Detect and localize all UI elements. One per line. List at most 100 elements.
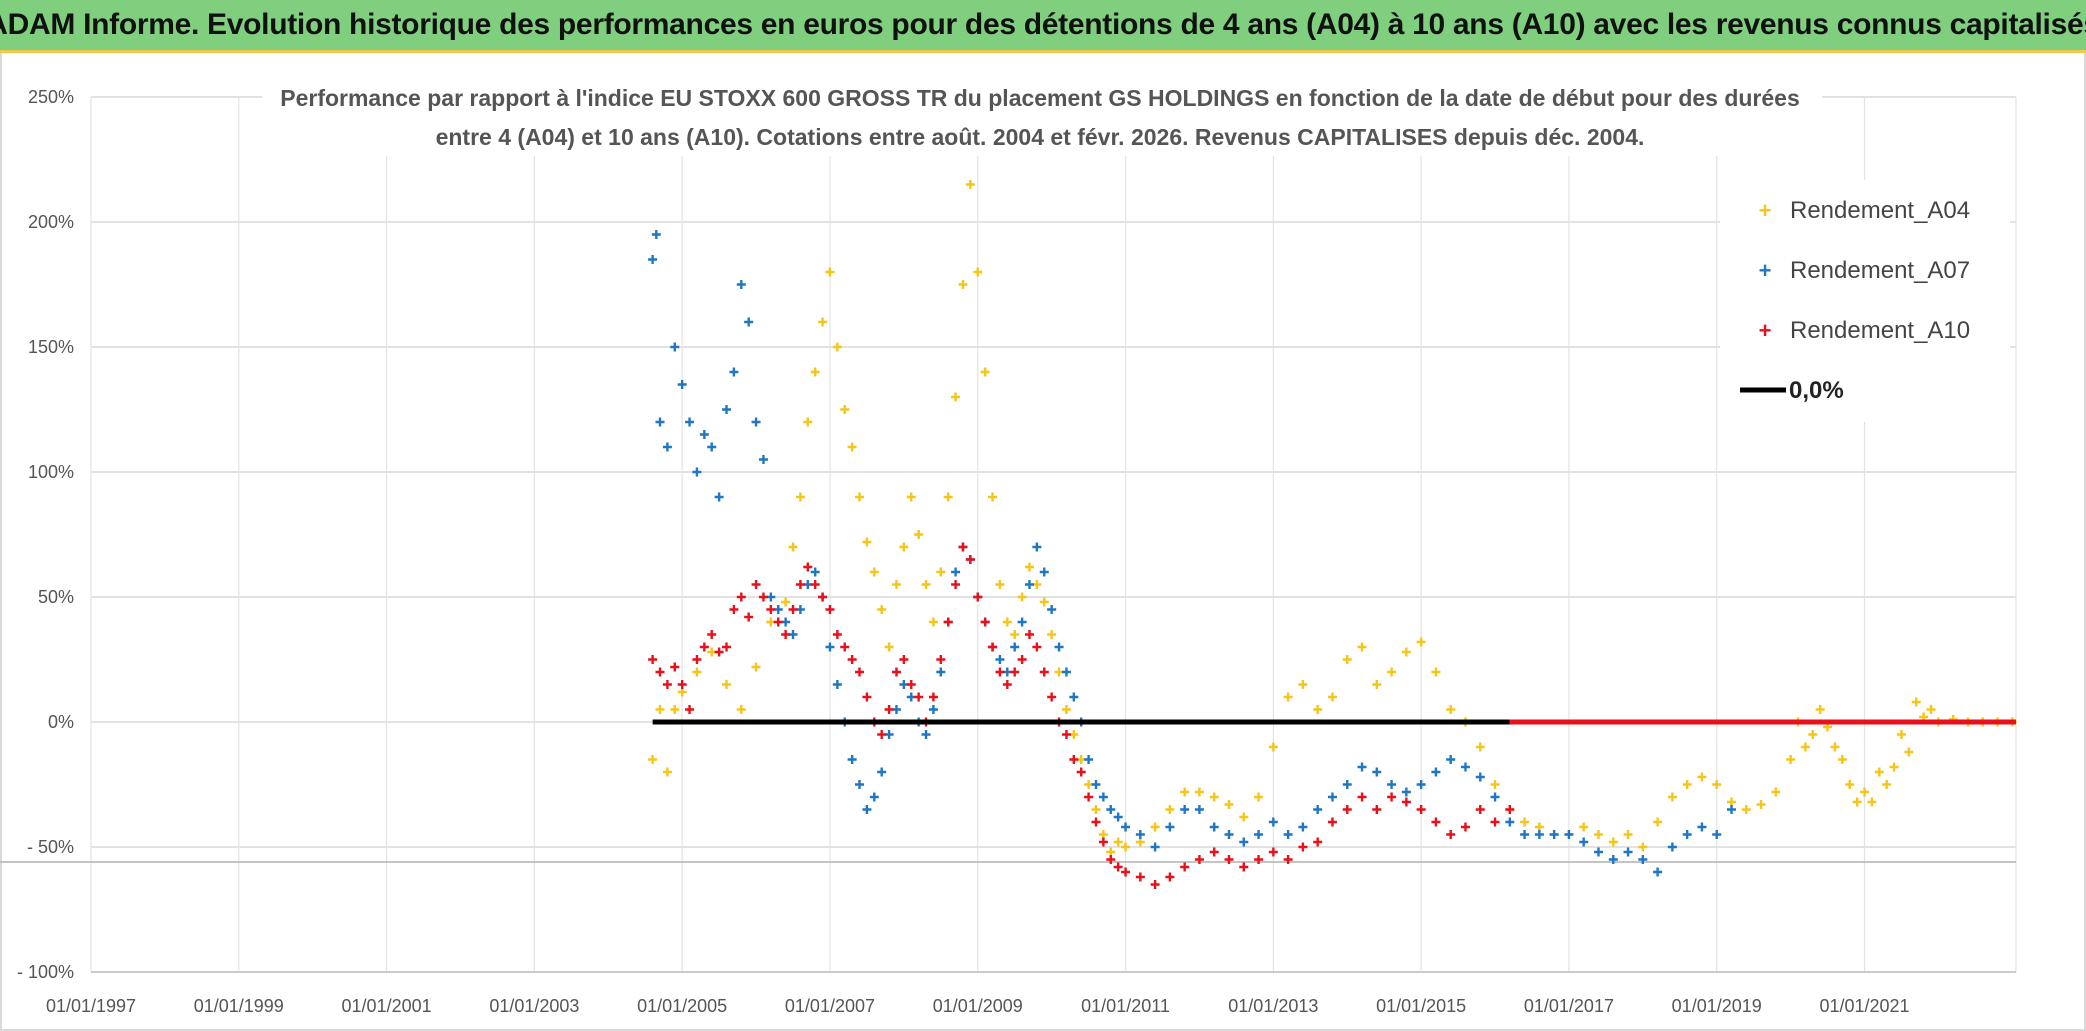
data-point bbox=[847, 755, 857, 764]
data-point bbox=[1874, 767, 1884, 777]
x-tick-label: 01/01/1997 bbox=[46, 996, 136, 1016]
data-point bbox=[958, 280, 968, 289]
data-point bbox=[995, 655, 1005, 664]
data-point bbox=[1416, 637, 1426, 647]
data-point bbox=[1475, 805, 1485, 814]
data-point bbox=[810, 567, 820, 577]
data-point bbox=[1076, 767, 1086, 777]
series-rendement_a10 bbox=[648, 542, 1515, 889]
axes: 250% 200% 150% 100% 50% 0% - 50% - 100% 01/01/19… bbox=[17, 87, 2016, 1016]
data-point bbox=[1061, 705, 1071, 714]
data-point bbox=[1372, 680, 1382, 689]
data-point bbox=[1342, 805, 1352, 814]
legend-item-a10: + Rendement_A10 bbox=[1759, 317, 1971, 344]
data-point bbox=[1135, 830, 1145, 839]
data-point bbox=[988, 492, 998, 502]
data-point bbox=[1283, 692, 1293, 702]
data-point bbox=[670, 705, 680, 714]
data-point bbox=[1475, 742, 1485, 752]
data-point bbox=[670, 662, 680, 672]
data-point bbox=[1342, 780, 1352, 789]
data-point bbox=[1002, 680, 1012, 689]
data-point bbox=[1446, 705, 1456, 714]
data-point bbox=[825, 267, 835, 277]
data-point bbox=[1741, 805, 1751, 814]
y-tick-label: 200% bbox=[28, 212, 74, 232]
data-point bbox=[1313, 805, 1323, 814]
data-point bbox=[840, 405, 850, 414]
data-point bbox=[1608, 837, 1618, 847]
data-point bbox=[1106, 855, 1116, 864]
data-point bbox=[847, 655, 857, 664]
data-point bbox=[965, 180, 975, 189]
data-point bbox=[1815, 705, 1825, 714]
data-point bbox=[803, 562, 813, 572]
data-point bbox=[988, 642, 998, 652]
data-point bbox=[1165, 822, 1175, 832]
data-point bbox=[1017, 655, 1027, 664]
data-point bbox=[1054, 642, 1064, 652]
data-point bbox=[1113, 862, 1123, 872]
data-point bbox=[1121, 822, 1131, 832]
data-point bbox=[1283, 830, 1293, 839]
data-point bbox=[1298, 680, 1308, 689]
data-point bbox=[1401, 647, 1411, 657]
data-point bbox=[1852, 797, 1862, 807]
y-tick-label: 150% bbox=[28, 337, 74, 357]
data-point bbox=[1283, 855, 1293, 864]
data-point bbox=[1180, 862, 1190, 872]
data-point bbox=[810, 580, 820, 589]
series-rendement_a04 bbox=[648, 180, 2017, 857]
data-point bbox=[1431, 817, 1441, 827]
y-tick-label: 100% bbox=[28, 462, 74, 482]
data-point bbox=[1357, 642, 1367, 652]
data-point bbox=[699, 642, 709, 652]
data-point bbox=[1298, 822, 1308, 832]
data-point bbox=[795, 580, 805, 589]
data-point bbox=[1889, 762, 1899, 772]
data-point bbox=[1150, 842, 1160, 852]
data-point bbox=[1860, 787, 1870, 797]
x-tick-label: 01/01/2019 bbox=[1672, 996, 1762, 1016]
data-point bbox=[928, 705, 938, 714]
data-point bbox=[1845, 780, 1855, 789]
y-tick-label: 0% bbox=[48, 712, 74, 732]
data-point bbox=[877, 730, 887, 739]
data-point bbox=[1069, 755, 1079, 764]
data-point bbox=[736, 280, 746, 289]
x-tick-label: 01/01/2011 bbox=[1081, 996, 1170, 1016]
data-point bbox=[1209, 847, 1219, 857]
data-point bbox=[1431, 767, 1441, 777]
y-tick-label: 50% bbox=[38, 587, 74, 607]
data-point bbox=[1697, 772, 1707, 782]
data-point bbox=[943, 492, 953, 502]
data-point bbox=[980, 367, 990, 377]
data-point bbox=[781, 597, 791, 607]
data-point bbox=[1387, 667, 1397, 677]
data-point bbox=[714, 647, 724, 657]
data-point bbox=[1387, 780, 1397, 789]
data-point bbox=[825, 605, 835, 614]
data-point bbox=[1017, 592, 1027, 602]
x-tick-label: 01/01/2007 bbox=[785, 996, 875, 1016]
data-point bbox=[788, 605, 798, 614]
data-point bbox=[1150, 822, 1160, 832]
data-point bbox=[722, 680, 732, 689]
data-point bbox=[1180, 805, 1190, 814]
data-point bbox=[1121, 867, 1131, 877]
data-point bbox=[655, 705, 665, 714]
chart-title-line2: entre 4 (A04) et 10 ans (A10). Cotations… bbox=[436, 124, 1645, 150]
data-point bbox=[1039, 667, 1049, 677]
data-point bbox=[758, 455, 768, 464]
data-point bbox=[928, 617, 938, 627]
data-point bbox=[1653, 867, 1663, 877]
x-tick-label: 01/01/2017 bbox=[1524, 996, 1614, 1016]
legend-item-a04: + Rendement_A04 bbox=[1759, 197, 1971, 224]
data-point bbox=[662, 680, 672, 689]
data-point bbox=[914, 692, 924, 702]
data-point bbox=[980, 617, 990, 627]
data-point bbox=[1401, 797, 1411, 807]
data-point bbox=[1520, 817, 1530, 827]
x-tick-label: 01/01/2013 bbox=[1228, 996, 1318, 1016]
data-point bbox=[685, 417, 695, 427]
